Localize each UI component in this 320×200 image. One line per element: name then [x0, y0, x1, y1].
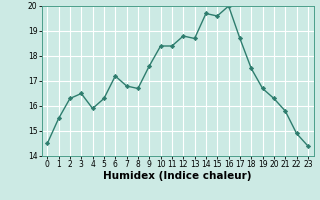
X-axis label: Humidex (Indice chaleur): Humidex (Indice chaleur): [103, 171, 252, 181]
